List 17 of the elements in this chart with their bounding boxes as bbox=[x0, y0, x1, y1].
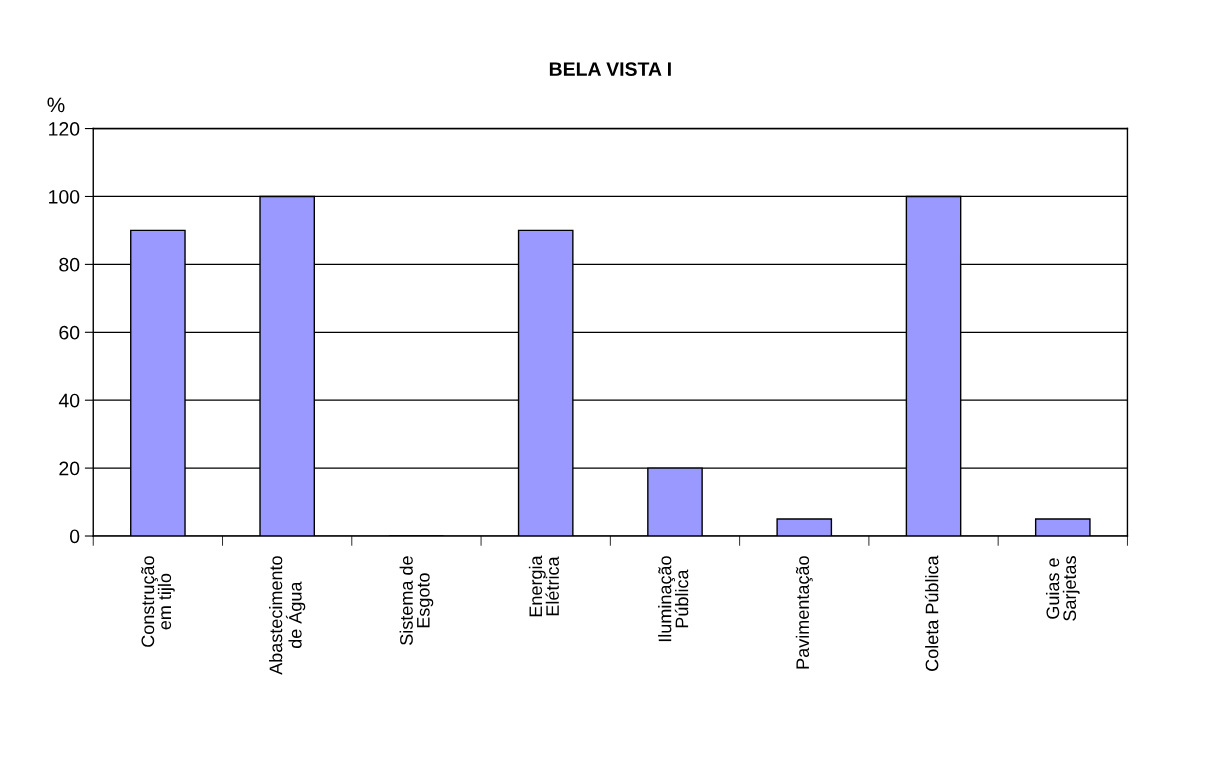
x-tick-label: Iluminação Pública bbox=[658, 556, 689, 642]
y-tick-label: 40 bbox=[58, 393, 80, 408]
y-axis-title: % bbox=[47, 97, 65, 113]
y-tick-label: 20 bbox=[59, 461, 80, 476]
x-tick-label: Abastecimento de Água bbox=[269, 556, 306, 675]
y-tick-label: 80 bbox=[59, 257, 80, 272]
y-tick-label: 120 bbox=[49, 122, 80, 136]
x-tick-label: Energia Elétrica bbox=[528, 555, 559, 617]
y-tick-label: 60 bbox=[59, 325, 80, 340]
x-tick-label: Guias e Sarjetas bbox=[1045, 556, 1080, 621]
x-tick-label: Pavimentação bbox=[795, 556, 813, 669]
chart-title: BELA VISTA I bbox=[549, 62, 671, 76]
x-tick-label: Coleta Pública bbox=[924, 555, 939, 671]
x-tick-label: Construção em tijlo bbox=[141, 556, 175, 647]
y-tick-label: 100 bbox=[49, 189, 80, 204]
x-tick-label: Sistema de Esgoto bbox=[399, 556, 434, 645]
y-tick-label: 0 bbox=[70, 529, 80, 544]
